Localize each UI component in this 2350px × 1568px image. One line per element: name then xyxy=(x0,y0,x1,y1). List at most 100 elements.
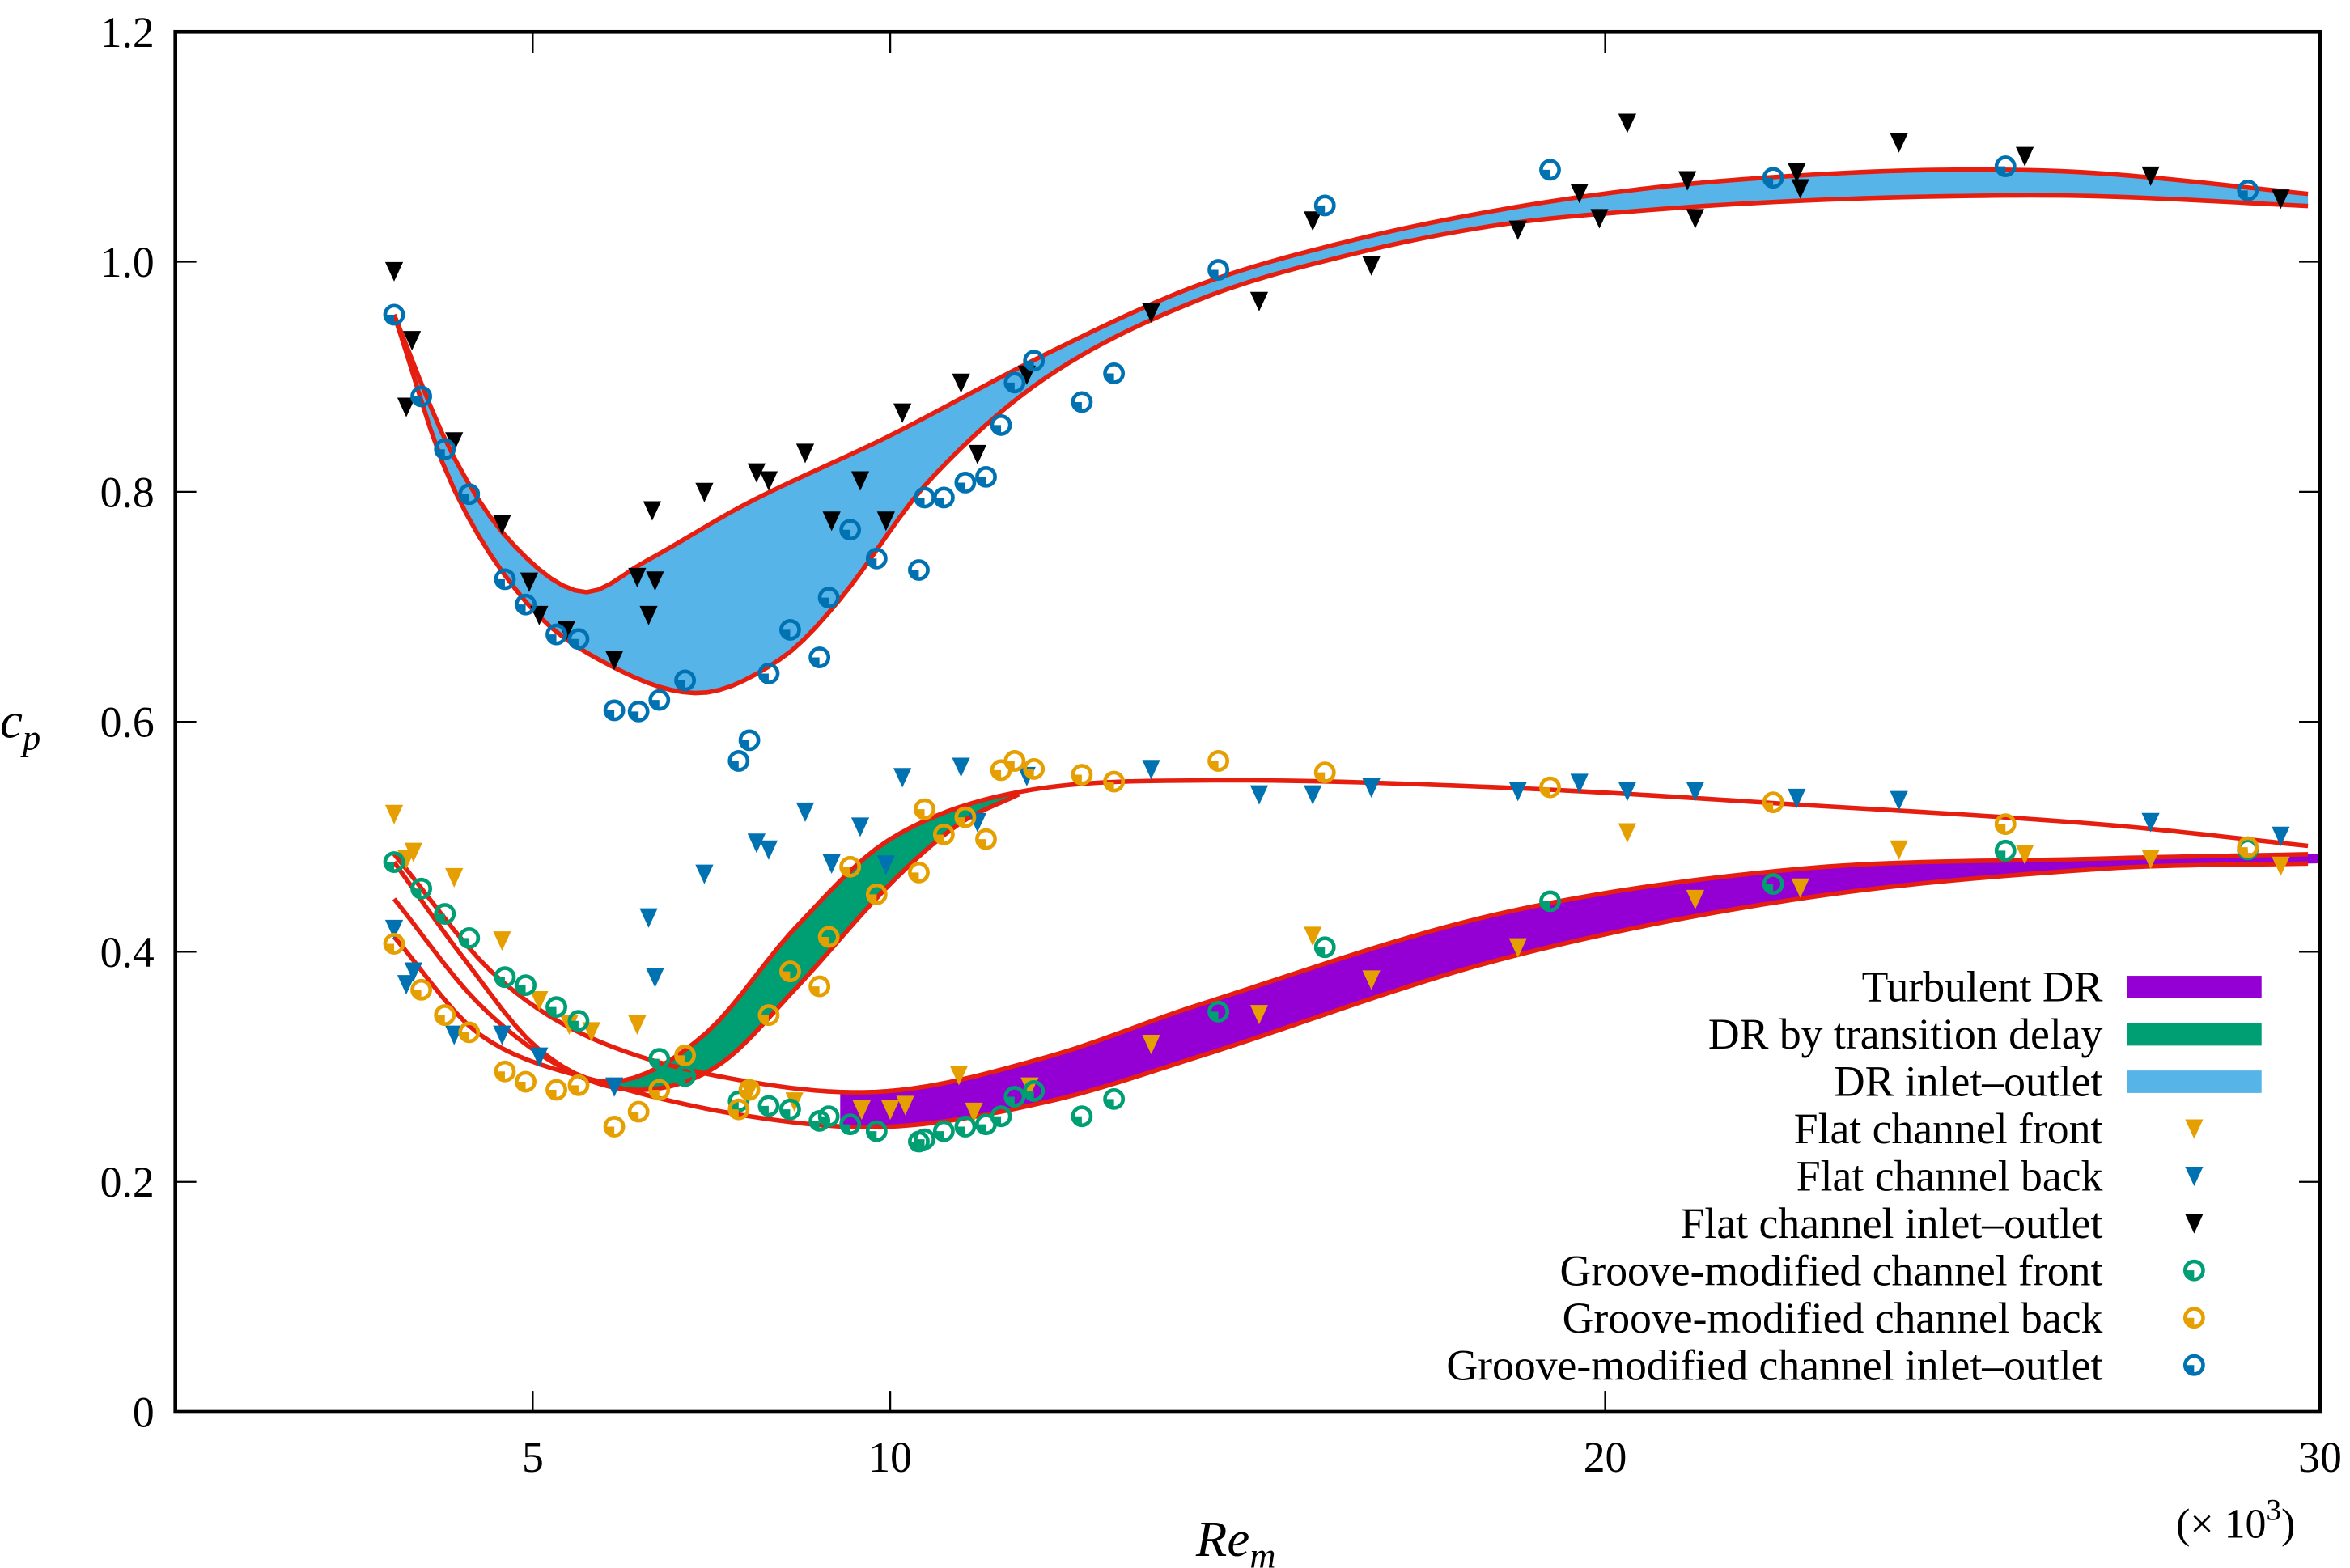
band-0 xyxy=(394,169,2309,693)
legend-label: Flat channel front xyxy=(1794,1104,2103,1153)
data-point xyxy=(458,926,481,949)
data-point xyxy=(494,966,516,989)
data-point xyxy=(1618,823,1637,843)
data-point xyxy=(384,261,404,282)
circle-marker-ring xyxy=(674,1065,696,1087)
circle-marker-fill xyxy=(915,809,925,819)
data-point xyxy=(1508,938,1527,958)
circle-marker-fill xyxy=(569,1020,579,1030)
data-point xyxy=(2141,812,2160,833)
data-point xyxy=(383,933,405,955)
circle-marker-fill xyxy=(841,529,850,539)
data-point xyxy=(1539,890,1561,913)
circle-marker-fill xyxy=(759,673,769,683)
data-point xyxy=(908,861,930,884)
data-point xyxy=(1313,936,1336,959)
data-point xyxy=(648,1048,671,1070)
data-point xyxy=(1103,362,1126,384)
data-point xyxy=(604,1077,624,1097)
circle-marker-fill xyxy=(820,1116,829,1125)
circle-marker-fill xyxy=(676,680,685,690)
legend-entry: DR inlet–outlet xyxy=(1834,1057,2262,1106)
legend-label: Groove-modified channel front xyxy=(1560,1247,2103,1295)
data-point xyxy=(1791,179,1809,199)
data-point xyxy=(914,1128,935,1151)
circle-marker-fill xyxy=(650,1090,660,1100)
data-point xyxy=(1003,750,1026,772)
data-point xyxy=(515,593,537,616)
circle-marker-fill xyxy=(460,494,469,503)
data-points-layer xyxy=(383,113,2290,1153)
data-point xyxy=(1003,371,1026,394)
data-point xyxy=(567,1010,590,1032)
circle-marker-fill xyxy=(740,740,750,749)
data-point xyxy=(1994,155,2017,178)
data-point xyxy=(2141,166,2160,186)
circle-marker-fill xyxy=(810,986,820,996)
data-point xyxy=(727,1098,750,1121)
data-point xyxy=(1678,171,1697,191)
band-2 xyxy=(840,854,2320,1128)
data-point xyxy=(1249,785,1269,805)
data-point xyxy=(530,1047,549,1067)
data-point xyxy=(434,903,456,925)
legend-swatch xyxy=(2127,976,2262,998)
circle-marker-fill xyxy=(867,558,877,568)
y-tick-label: 0.8 xyxy=(100,468,155,516)
y-tick-label: 1.0 xyxy=(100,238,155,286)
legend-entry: Groove-modified channel front xyxy=(1560,1247,2205,1295)
data-point xyxy=(876,511,895,532)
data-point xyxy=(1207,750,1230,772)
data-point xyxy=(2272,826,2290,846)
circle-marker-fill xyxy=(2185,1365,2195,1375)
data-point xyxy=(2015,845,2034,865)
data-point xyxy=(493,515,511,535)
data-point xyxy=(865,883,888,905)
data-point xyxy=(383,851,405,873)
circle-marker-fill xyxy=(2185,1317,2195,1327)
data-point xyxy=(795,443,815,464)
data-point xyxy=(1791,878,1809,898)
data-point xyxy=(1142,303,1160,324)
legend-entry: Groove-modified channel inlet–outlet xyxy=(1446,1341,2205,1390)
circle-marker-fill xyxy=(956,817,965,827)
data-point xyxy=(817,1105,840,1128)
data-point xyxy=(674,1044,696,1066)
data-point xyxy=(990,413,1012,436)
data-point xyxy=(954,472,977,494)
data-point xyxy=(865,1120,888,1142)
data-point xyxy=(839,855,862,878)
band-1 xyxy=(539,791,1020,1091)
data-point xyxy=(968,444,987,464)
data-point xyxy=(2272,189,2290,210)
circle-marker-fill xyxy=(781,971,791,981)
x-tick-label: 30 xyxy=(2298,1433,2342,1481)
circle-marker-fill xyxy=(740,1090,750,1100)
legend-entry: Flat channel front xyxy=(1794,1104,2204,1153)
x-axis-label: Rem xyxy=(1195,1511,1276,1568)
data-point xyxy=(908,559,930,581)
legend-label: DR inlet–outlet xyxy=(1834,1057,2103,1106)
circle-marker-fill xyxy=(915,1139,925,1149)
x-tick-label: 10 xyxy=(868,1433,912,1481)
fit-curve-1-0 xyxy=(392,778,2309,1085)
data-point xyxy=(639,605,658,625)
circle-marker-fill xyxy=(1764,177,1774,187)
data-point xyxy=(1686,889,1704,910)
circle-marker-fill xyxy=(935,497,944,507)
data-point xyxy=(2141,850,2160,870)
data-point xyxy=(445,432,464,452)
circle-marker-ring xyxy=(674,669,696,692)
circle-marker-fill xyxy=(1209,269,1219,279)
circle-marker-fill xyxy=(991,769,1002,779)
circle-marker-fill xyxy=(841,867,850,876)
circle-marker-fill xyxy=(867,1131,877,1141)
data-point xyxy=(1508,782,1527,802)
circle-marker-fill xyxy=(910,872,919,882)
circle-marker-fill xyxy=(1209,1011,1219,1021)
data-point xyxy=(1762,167,1784,189)
data-point xyxy=(990,1105,1012,1128)
data-point xyxy=(1142,760,1160,780)
data-point xyxy=(932,1120,955,1142)
data-point xyxy=(567,628,590,651)
